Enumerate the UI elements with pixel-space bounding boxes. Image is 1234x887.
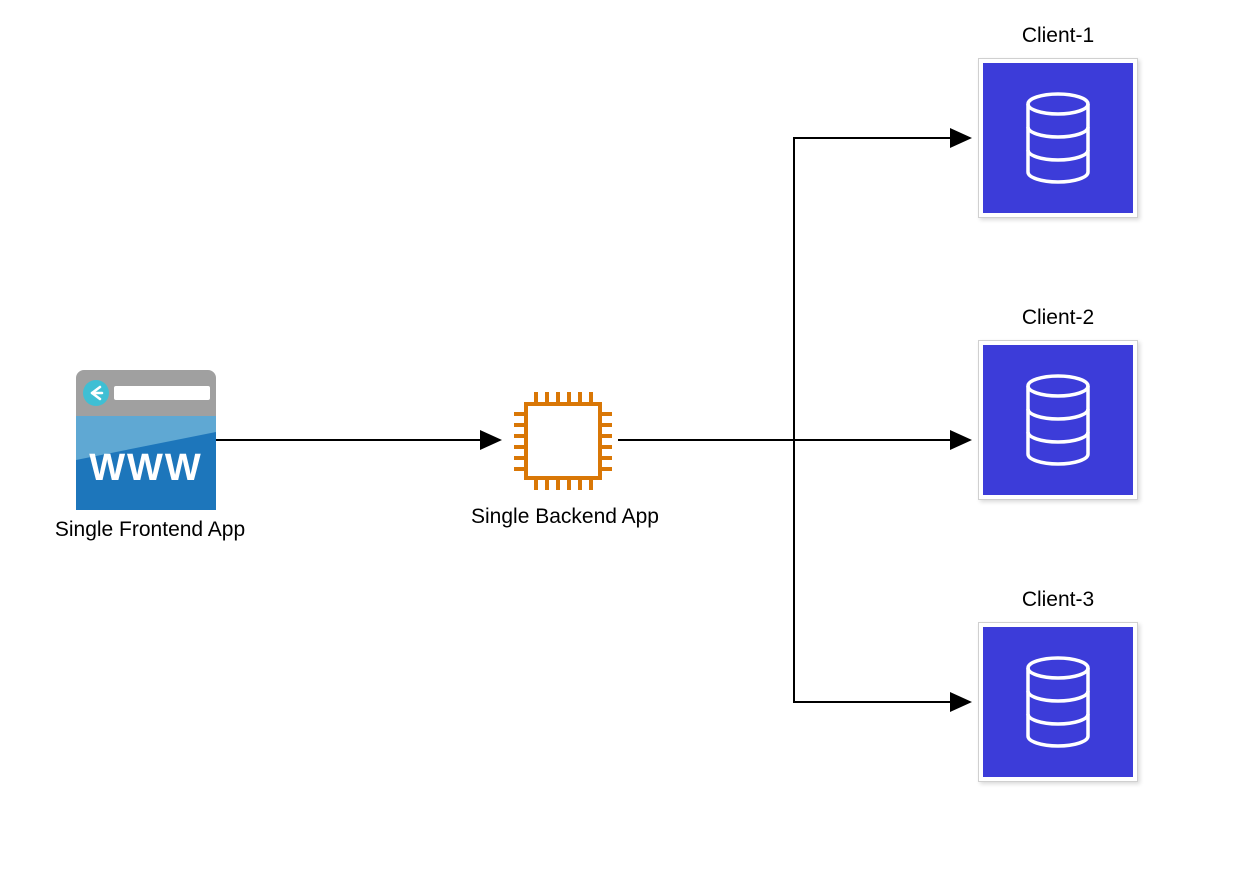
backend-node xyxy=(508,386,618,496)
edge-backend-client3 xyxy=(794,440,970,702)
client2-node xyxy=(978,340,1138,500)
edge-backend-client1 xyxy=(794,138,970,440)
frontend-node: WWW xyxy=(76,370,216,510)
client1-label: Client-1 xyxy=(978,24,1138,48)
backend-label: Single Backend App xyxy=(470,504,660,530)
database-icon xyxy=(1023,374,1093,466)
database-icon xyxy=(1023,92,1093,184)
client2-label: Client-2 xyxy=(978,306,1138,330)
chip-icon xyxy=(508,386,618,496)
browser-icon: WWW xyxy=(76,370,216,510)
client3-label: Client-3 xyxy=(978,588,1138,612)
database-icon xyxy=(1023,656,1093,748)
client3-node xyxy=(978,622,1138,782)
client1-node xyxy=(978,58,1138,218)
www-text: WWW xyxy=(89,447,203,489)
frontend-label: Single Frontend App xyxy=(40,518,260,542)
